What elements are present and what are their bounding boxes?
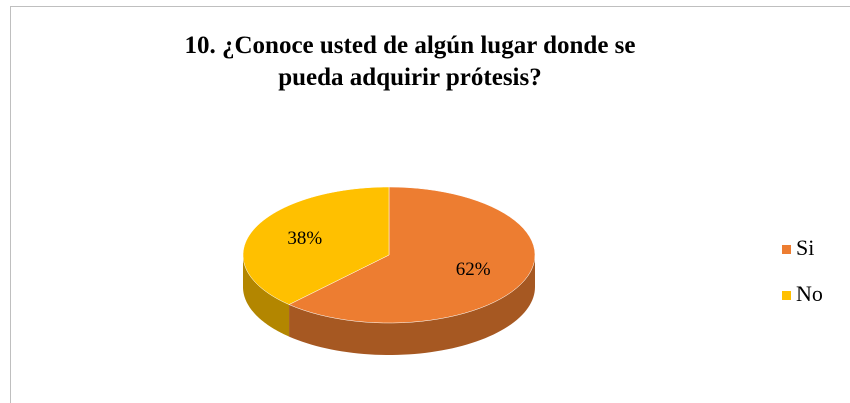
chart-title: 10. ¿Conoce usted de algún lugar donde s… bbox=[184, 32, 636, 91]
pie-side bbox=[289, 255, 535, 355]
legend-label: No bbox=[796, 281, 823, 306]
legend-swatch bbox=[782, 291, 791, 300]
legend-label: Si bbox=[796, 235, 814, 260]
chart-border bbox=[10, 6, 850, 403]
pie-side bbox=[243, 255, 290, 337]
data-label: 38% bbox=[287, 228, 322, 249]
pie-slice bbox=[288, 186, 536, 324]
data-label: 62% bbox=[456, 259, 491, 280]
pie-slice bbox=[242, 186, 390, 305]
legend-swatch bbox=[782, 245, 791, 254]
